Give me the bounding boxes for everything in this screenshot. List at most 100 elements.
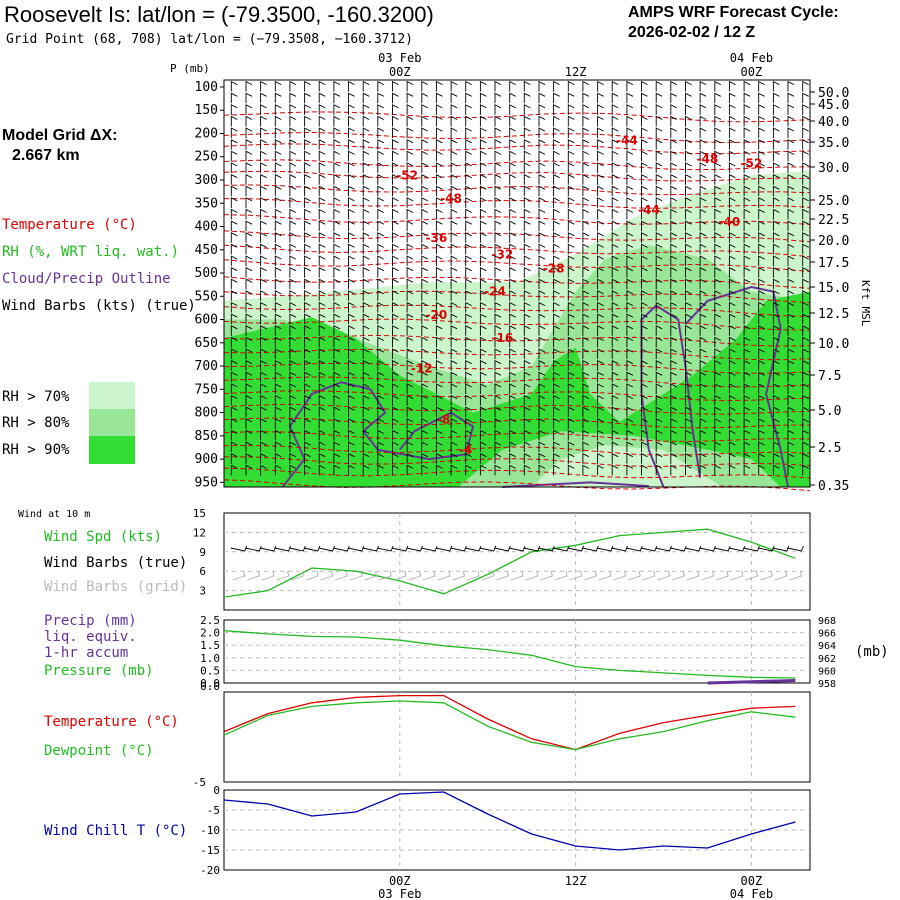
wind-barb: [670, 173, 678, 185]
wind-barb: [274, 173, 282, 185]
wind-barb: [362, 162, 370, 173]
temp-contour-22: [223, 431, 811, 443]
wind-barb: [406, 162, 414, 173]
wind-barb: [362, 359, 370, 371]
wind-barb: [377, 208, 385, 220]
wind-barb: [304, 185, 311, 197]
kft-tick: 45.0: [818, 98, 849, 113]
wind-barb: [685, 243, 692, 255]
wind-barb: [406, 150, 414, 162]
surface-barb-true: [743, 545, 760, 552]
wind-barb: [406, 290, 414, 301]
wind-barb: [685, 313, 692, 325]
wind-barb: [406, 104, 414, 115]
wind-barb: [582, 464, 590, 476]
panel-frame-0: [223, 512, 811, 611]
wind-barb: [523, 80, 531, 92]
wind-barb: [479, 429, 487, 441]
wind-barb: [641, 173, 648, 185]
wind-barb: [421, 232, 429, 243]
wind-barb: [597, 80, 604, 92]
wind-barb: [802, 208, 809, 220]
wind-barb: [289, 127, 297, 139]
series-precip--mm-: [707, 679, 796, 685]
wind-barb: [318, 150, 326, 162]
wind-barb: [611, 301, 619, 313]
wind-barb: [260, 266, 267, 278]
wind-barb: [260, 278, 267, 290]
wind-barb: [728, 359, 736, 371]
wind-barb: [553, 394, 560, 406]
wind-barb: [728, 127, 736, 139]
wind-barb: [289, 429, 297, 441]
wind-barb: [348, 127, 355, 139]
legend-rh: RH (%, WRT liq. wat.): [2, 244, 180, 260]
wind-barb: [494, 406, 502, 418]
wind-barb: [333, 139, 341, 150]
surface-barb-grid: [686, 570, 700, 581]
wind-barb: [611, 243, 619, 255]
wind-barb: [450, 220, 458, 232]
wind-barb: [392, 464, 399, 476]
wind-barb: [787, 185, 795, 197]
wind-barb: [260, 441, 267, 453]
wind-barb: [230, 80, 238, 92]
wind-barb: [538, 325, 546, 336]
wind-barb: [392, 348, 399, 360]
wind-barb: [699, 301, 707, 313]
wind-barb: [699, 290, 707, 301]
wind-barb: [611, 325, 619, 336]
wind-barb: [597, 278, 604, 290]
wind-barb: [245, 243, 253, 255]
wind-barb: [685, 104, 692, 115]
wind-barb: [494, 313, 502, 325]
wind-barb: [392, 278, 399, 290]
wind-barb: [392, 127, 399, 139]
wind-barb: [377, 383, 385, 394]
wind-barb: [597, 162, 604, 173]
wind-barb: [304, 139, 311, 150]
wind-barb: [728, 325, 736, 336]
wind-barb: [377, 348, 385, 360]
wind-barb: [787, 150, 795, 162]
wind-barb: [567, 371, 575, 383]
wind-barb: [245, 115, 253, 127]
wind-barb: [670, 232, 678, 243]
wind-barb: [611, 104, 619, 115]
kft-tick: 25.0: [818, 194, 849, 209]
wind-barb: [289, 301, 297, 313]
wind-barb: [377, 429, 385, 441]
wind-barb: [758, 150, 765, 162]
wind-barb: [435, 278, 443, 290]
pressure-tick: 850: [195, 429, 218, 444]
wind-barb: [494, 266, 502, 278]
wind-barb: [494, 243, 502, 255]
pressure-mb-tick: 966: [818, 629, 836, 640]
wind-barb: [333, 150, 341, 162]
wind-barb: [450, 243, 458, 255]
wind-barb: [611, 162, 619, 173]
wind-barb: [465, 115, 472, 127]
wind-barb: [333, 452, 341, 464]
legend-wind-chill: Wind Chill T (°C): [44, 823, 188, 839]
wind-barb: [377, 371, 385, 383]
wind-barb: [582, 127, 590, 139]
wind-barb: [728, 406, 736, 418]
wind-barb: [348, 336, 355, 348]
wind-barb: [670, 418, 678, 429]
wind-barb: [230, 383, 238, 394]
wind-barb: [333, 371, 341, 383]
wind-barb: [421, 383, 429, 394]
wind-barb: [655, 464, 663, 476]
wind-barb: [611, 139, 619, 150]
wind-barb: [787, 418, 795, 429]
wind-barb: [582, 150, 590, 162]
wind-barb: [435, 266, 443, 278]
wind-barb: [289, 162, 297, 173]
wind-barb: [245, 127, 253, 139]
legend-dewpoint: Dewpoint (°C): [44, 743, 154, 759]
wind-barb: [318, 208, 326, 220]
wind-barb: [802, 383, 809, 394]
wind-barb: [523, 418, 531, 429]
wind-barb: [479, 208, 487, 220]
